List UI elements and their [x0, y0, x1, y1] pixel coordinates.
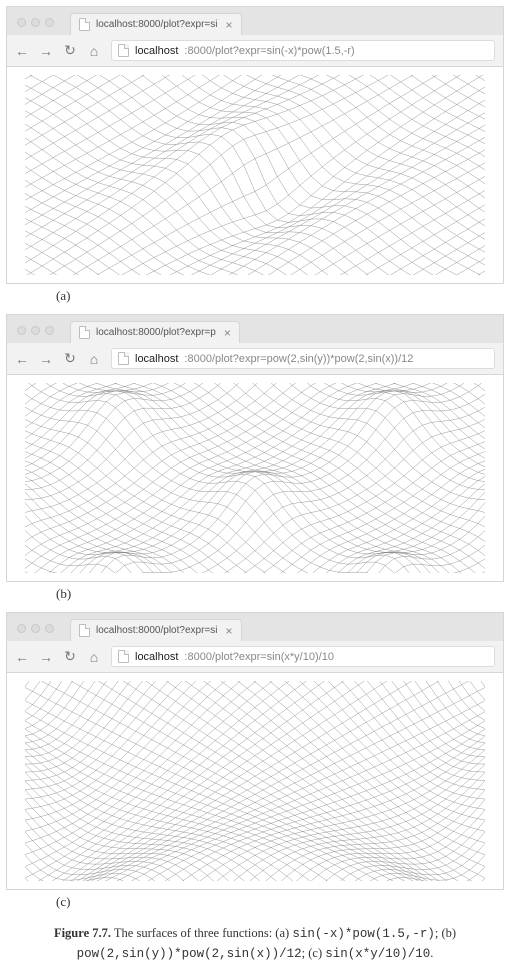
close-tab-icon[interactable]: ×	[224, 327, 231, 339]
page-icon	[118, 650, 129, 663]
url-host: localhost	[135, 45, 178, 57]
close-dot-icon[interactable]	[17, 18, 26, 27]
maximize-dot-icon[interactable]	[45, 624, 54, 633]
figure-number: Figure 7.7.	[54, 926, 111, 940]
window-controls	[17, 624, 54, 633]
browser-toolbar: ← → ↻ ⌂ localhost :8000/plot?expr=sin(x*y…	[7, 641, 503, 673]
browser-panel-c: localhost:8000/plot?expr=si × ← → ↻ ⌂ lo…	[6, 612, 504, 890]
window-controls	[17, 326, 54, 335]
page-icon	[118, 352, 129, 365]
plot-viewport	[7, 67, 503, 283]
browser-panel-a: localhost:8000/plot?expr=si × ← → ↻ ⌂ lo…	[6, 6, 504, 284]
page-icon	[79, 18, 90, 31]
plot-viewport	[7, 375, 503, 581]
browser-tab[interactable]: localhost:8000/plot?expr=p ×	[70, 321, 240, 343]
browser-toolbar: ← → ↻ ⌂ localhost :8000/plot?expr=pow(2,s…	[7, 343, 503, 375]
close-tab-icon[interactable]: ×	[225, 19, 232, 31]
url-host: localhost	[135, 353, 178, 365]
url-path: :8000/plot?expr=sin(-x)*pow(1.5,-r)	[184, 45, 354, 57]
forward-icon[interactable]: →	[39, 43, 53, 59]
surface-plot-a	[25, 75, 485, 275]
surface-plot-c	[25, 681, 485, 881]
reload-icon[interactable]: ↻	[63, 350, 77, 367]
page-icon	[79, 326, 90, 339]
close-tab-icon[interactable]: ×	[225, 625, 232, 637]
page-icon	[79, 624, 90, 637]
browser-tab[interactable]: localhost:8000/plot?expr=si ×	[70, 13, 242, 35]
tab-title: localhost:8000/plot?expr=si	[96, 19, 217, 30]
address-bar[interactable]: localhost :8000/plot?expr=sin(x*y/10)/10	[111, 646, 495, 667]
url-path: :8000/plot?expr=pow(2,sin(y))*pow(2,sin(…	[184, 353, 413, 365]
home-icon[interactable]: ⌂	[87, 43, 101, 59]
url-path: :8000/plot?expr=sin(x*y/10)/10	[184, 651, 334, 663]
minimize-dot-icon[interactable]	[31, 18, 40, 27]
back-icon[interactable]: ←	[15, 43, 29, 59]
minimize-dot-icon[interactable]	[31, 326, 40, 335]
panel-label-a: (a)	[56, 288, 504, 304]
surface-plot-b	[25, 383, 485, 573]
page-icon	[118, 44, 129, 57]
tab-strip: localhost:8000/plot?expr=si ×	[7, 613, 503, 641]
close-dot-icon[interactable]	[17, 624, 26, 633]
maximize-dot-icon[interactable]	[45, 18, 54, 27]
back-icon[interactable]: ←	[15, 649, 29, 665]
tab-strip: localhost:8000/plot?expr=si ×	[7, 7, 503, 35]
address-bar[interactable]: localhost :8000/plot?expr=pow(2,sin(y))*p…	[111, 348, 495, 369]
browser-panel-b: localhost:8000/plot?expr=p × ← → ↻ ⌂ loc…	[6, 314, 504, 582]
tab-title: localhost:8000/plot?expr=p	[96, 327, 216, 338]
home-icon[interactable]: ⌂	[87, 351, 101, 367]
figure-caption: Figure 7.7. The surfaces of three functi…	[6, 920, 504, 974]
reload-icon[interactable]: ↻	[63, 42, 77, 59]
tab-title: localhost:8000/plot?expr=si	[96, 625, 217, 636]
browser-tab[interactable]: localhost:8000/plot?expr=si ×	[70, 619, 242, 641]
maximize-dot-icon[interactable]	[45, 326, 54, 335]
panel-label-c: (c)	[56, 894, 504, 910]
home-icon[interactable]: ⌂	[87, 649, 101, 665]
forward-icon[interactable]: →	[39, 351, 53, 367]
close-dot-icon[interactable]	[17, 326, 26, 335]
plot-viewport	[7, 673, 503, 889]
tab-strip: localhost:8000/plot?expr=p ×	[7, 315, 503, 343]
browser-toolbar: ← → ↻ ⌂ localhost :8000/plot?expr=sin(-x)…	[7, 35, 503, 67]
reload-icon[interactable]: ↻	[63, 648, 77, 665]
forward-icon[interactable]: →	[39, 649, 53, 665]
address-bar[interactable]: localhost :8000/plot?expr=sin(-x)*pow(1.5…	[111, 40, 495, 61]
url-host: localhost	[135, 651, 178, 663]
back-icon[interactable]: ←	[15, 351, 29, 367]
window-controls	[17, 18, 54, 27]
panel-label-b: (b)	[56, 586, 504, 602]
minimize-dot-icon[interactable]	[31, 624, 40, 633]
